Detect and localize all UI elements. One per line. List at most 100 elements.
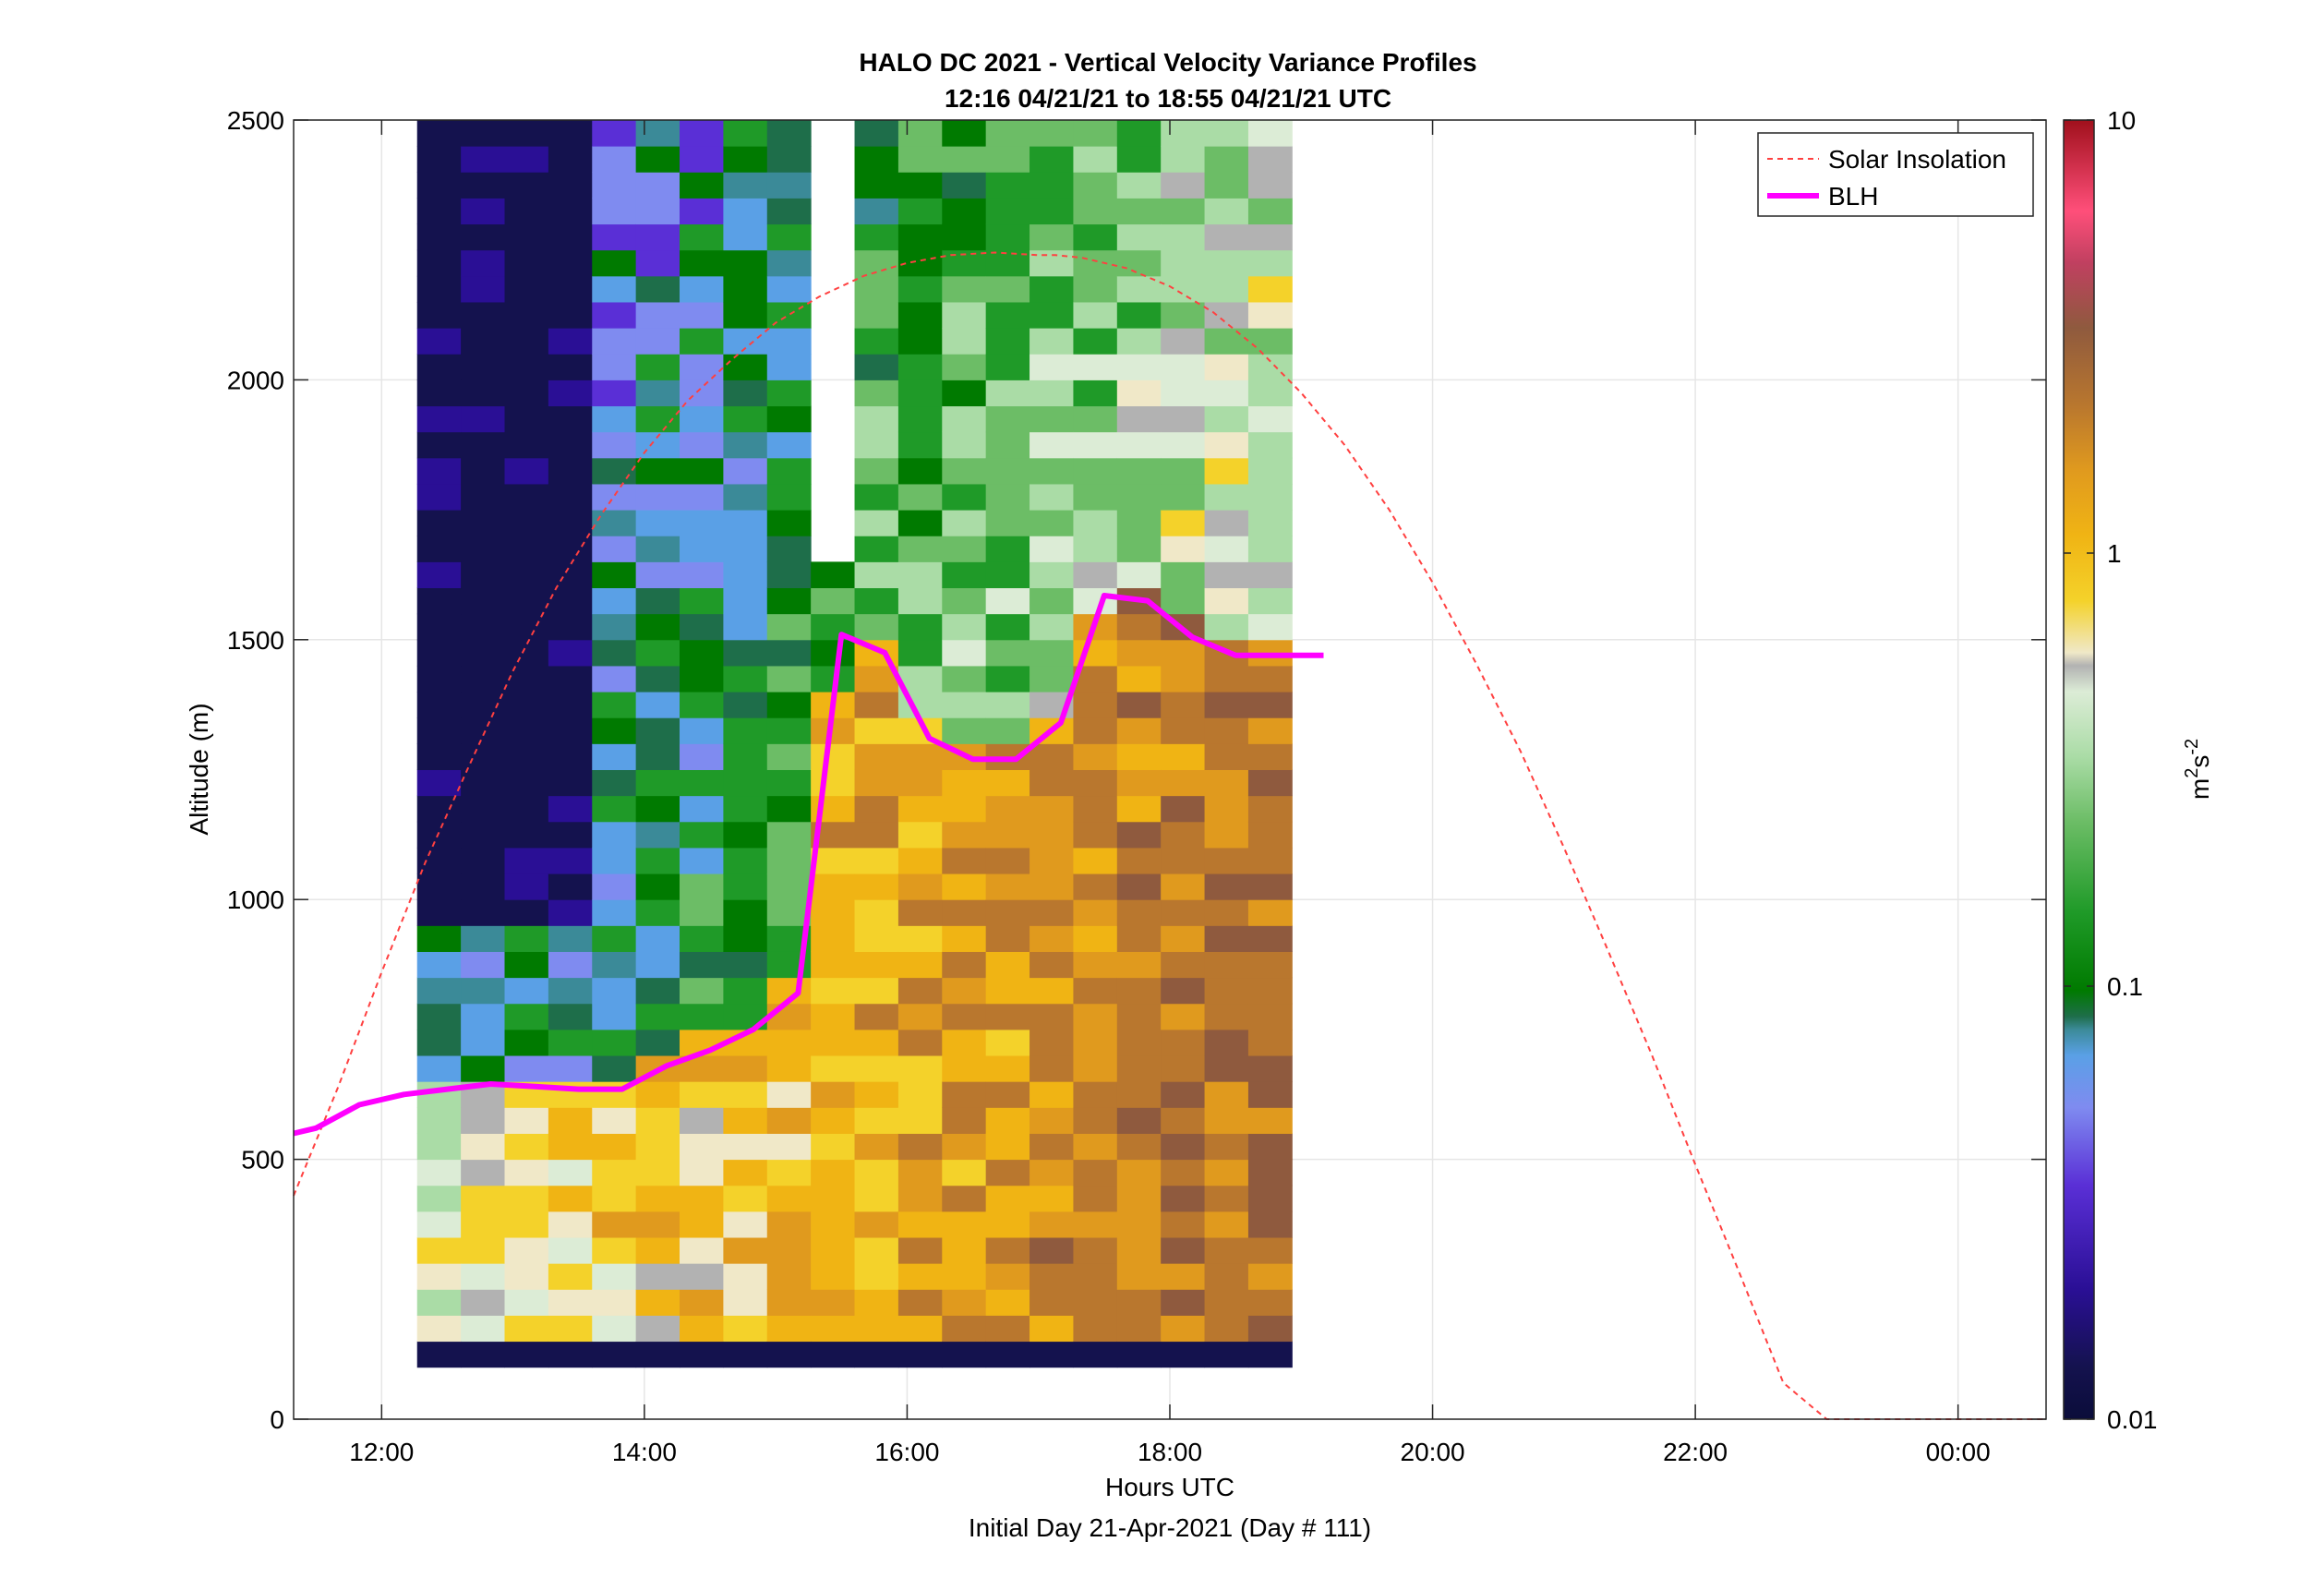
heatmap-cell <box>461 1029 505 1056</box>
heatmap-cell <box>1030 1055 1074 1082</box>
heatmap-cell <box>942 275 987 303</box>
heatmap-cell <box>1030 120 1074 147</box>
heatmap-cell <box>680 1237 724 1264</box>
heatmap-cell <box>723 821 768 849</box>
heatmap-cell <box>854 925 899 952</box>
heatmap-cell <box>1204 561 1249 589</box>
heatmap-cell <box>592 1107 637 1134</box>
heatmap-cell <box>416 1107 462 1134</box>
heatmap-cell <box>635 1341 680 1368</box>
heatmap-cell <box>1161 1315 1206 1343</box>
heatmap-cell <box>1247 1055 1293 1082</box>
heatmap-cell <box>416 639 462 667</box>
heatmap-cell <box>548 405 593 433</box>
heatmap-cell <box>548 249 593 277</box>
heatmap-cell <box>985 1107 1030 1134</box>
heatmap-cell <box>416 1263 462 1290</box>
chart-title: HALO DC 2021 - Vertical Velocity Varianc… <box>859 48 1476 77</box>
heatmap-cell <box>1204 120 1249 147</box>
heatmap-cell <box>1030 1289 1074 1316</box>
heatmap-cell <box>897 925 943 952</box>
heatmap-cell <box>985 510 1030 536</box>
heatmap-cell <box>723 717 768 744</box>
heatmap-cell <box>548 1211 593 1238</box>
heatmap-cell <box>548 1055 593 1082</box>
heatmap-cell <box>1204 379 1249 407</box>
heatmap-cell <box>766 717 812 744</box>
heatmap-cell <box>1116 172 1162 199</box>
heatmap-cell <box>504 1133 549 1161</box>
heatmap-cell <box>811 1159 856 1187</box>
heatmap-cell <box>680 483 724 511</box>
heatmap-cell <box>416 821 462 849</box>
heatmap-column-2 <box>504 120 549 1368</box>
heatmap-cell <box>1161 379 1206 407</box>
heatmap-cell <box>723 743 768 770</box>
heatmap-cell <box>635 1029 680 1056</box>
heatmap-cell <box>1116 1211 1162 1238</box>
heatmap-cell <box>1116 1107 1162 1134</box>
heatmap-cell <box>1161 172 1206 199</box>
heatmap-cell <box>416 717 462 744</box>
heatmap-cell <box>1116 873 1162 900</box>
heatmap-cell <box>985 1159 1030 1187</box>
heatmap-cell <box>942 457 987 485</box>
heatmap-cell <box>811 899 856 926</box>
heatmap-cell <box>635 847 680 874</box>
heatmap-cell <box>1030 1315 1074 1343</box>
heatmap-cell <box>635 1289 680 1316</box>
x-tick-label: 00:00 <box>1926 1438 1991 1466</box>
heatmap-cell <box>416 457 462 485</box>
heatmap-cell <box>897 536 943 562</box>
heatmap-cell <box>766 1237 812 1264</box>
heatmap-cell <box>416 977 462 1005</box>
heatmap-cell <box>811 951 856 979</box>
heatmap-cell <box>1247 223 1293 251</box>
y-tick-label: 1500 <box>227 626 284 655</box>
heatmap-column-16 <box>1116 120 1162 1368</box>
heatmap-cell <box>548 795 593 823</box>
heatmap-cell <box>461 1185 505 1212</box>
heatmap-cell <box>897 743 943 770</box>
heatmap-cell <box>680 120 724 147</box>
heatmap-cell <box>1161 483 1206 511</box>
legend-box <box>1757 132 2034 217</box>
heatmap-cell <box>985 1081 1030 1108</box>
heatmap-cell <box>548 328 593 355</box>
heatmap-cell <box>766 1107 812 1134</box>
heatmap-cell <box>635 795 680 823</box>
heatmap-cell <box>942 1003 987 1030</box>
heatmap-cell <box>854 1263 899 1290</box>
heatmap-cell <box>1116 561 1162 589</box>
heatmap-cell <box>504 536 549 562</box>
heatmap-cell <box>723 536 768 562</box>
heatmap-cell <box>811 561 856 589</box>
heatmap-cell <box>942 483 987 511</box>
heatmap-cell <box>1204 1159 1249 1187</box>
heatmap-cell <box>766 692 812 718</box>
heatmap-cell <box>723 249 768 277</box>
heatmap-cell <box>1204 743 1249 770</box>
heatmap-cell <box>723 587 768 615</box>
heatmap-cell <box>766 172 812 199</box>
heatmap-cell <box>416 1055 462 1082</box>
heatmap-cell <box>592 1003 637 1030</box>
heatmap-cell <box>1204 899 1249 926</box>
heatmap-cell <box>1247 198 1293 225</box>
heatmap-cell <box>985 873 1030 900</box>
heatmap-cell <box>592 405 637 433</box>
heatmap-cell <box>723 561 768 589</box>
heatmap-cell <box>504 301 549 329</box>
heatmap-cell <box>1247 1107 1293 1134</box>
heatmap-cell <box>1116 899 1162 926</box>
heatmap-cell <box>1116 1315 1162 1343</box>
heatmap-cell <box>1247 847 1293 874</box>
heatmap-cell <box>723 1055 768 1082</box>
heatmap-cell <box>942 354 987 380</box>
heatmap-column-14 <box>1030 120 1074 1368</box>
heatmap-cell <box>854 510 899 536</box>
heatmap-cell <box>723 328 768 355</box>
heatmap-cell <box>811 587 856 615</box>
heatmap-cell <box>592 1159 637 1187</box>
heatmap-cell <box>1030 198 1074 225</box>
